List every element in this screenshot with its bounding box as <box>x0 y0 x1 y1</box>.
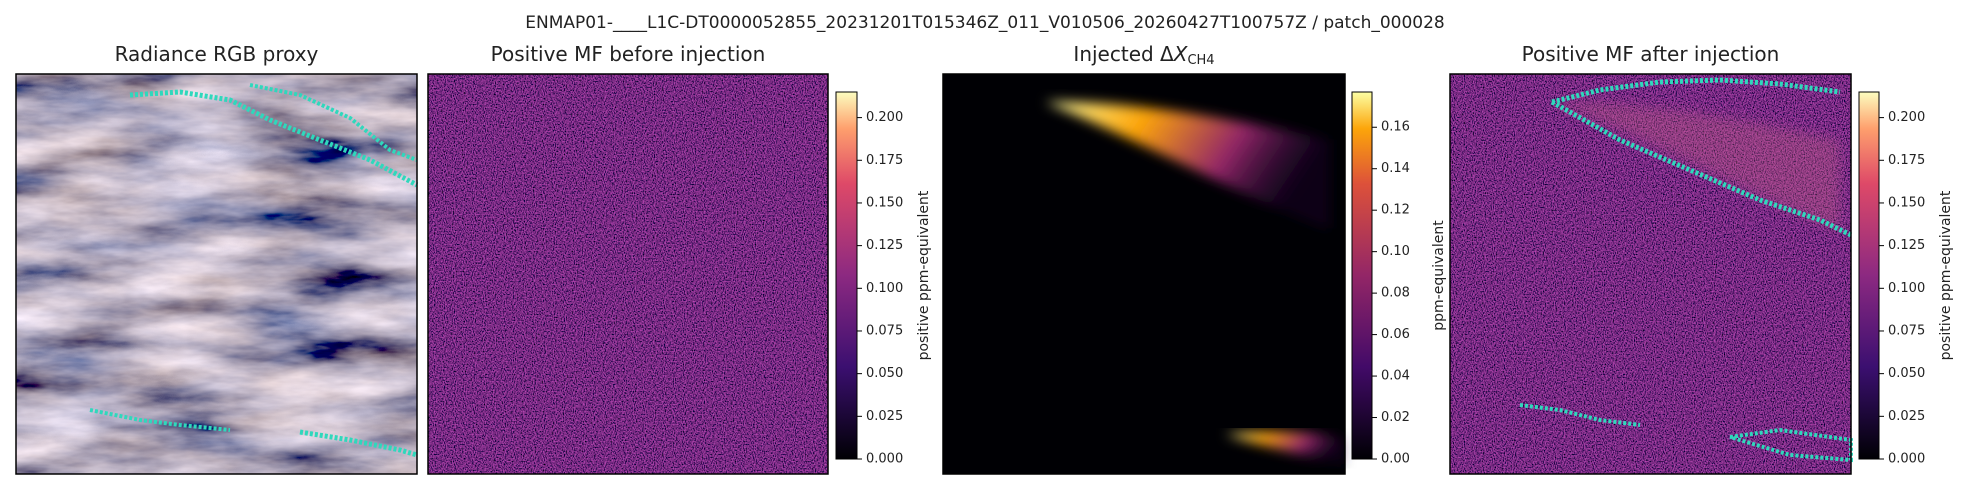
colorbar-tick-label: 0.06 <box>1381 327 1410 342</box>
panel-title-text: Injected Δ <box>1073 42 1174 66</box>
colorbar-tick-label: 0.10 <box>1381 244 1410 259</box>
colorbar-tick-label: 0.200 <box>1888 110 1925 125</box>
colorbar-tick-label: 0.150 <box>1888 195 1925 210</box>
colorbar-tick-label: 0.02 <box>1381 410 1410 425</box>
colorbar-tick-label: 0.025 <box>866 409 903 424</box>
panel-title-subscript: CH4 <box>1187 53 1214 68</box>
panel-title-text: Radiance RGB proxy <box>115 42 319 66</box>
colorbar-label: positive ppm-equivalent <box>1938 190 1954 360</box>
colorbar-tick-label: 0.175 <box>866 153 903 168</box>
colorbar-tick-label: 0.000 <box>866 452 903 467</box>
colorbar-tick-label: 0.050 <box>866 366 903 381</box>
injected-image <box>942 73 1346 475</box>
colorbar-tick-label: 0.16 <box>1381 120 1410 135</box>
colorbar-tick-label: 0.04 <box>1381 369 1410 384</box>
colorbar-tick-label: 0.125 <box>1888 238 1925 253</box>
panel-title-symbol: X <box>1173 42 1189 66</box>
colorbar-tick-label: 0.075 <box>1888 323 1925 338</box>
colorbar-tick-label: 0.14 <box>1381 161 1410 176</box>
colorbar-label: ppm-equivalent <box>1431 220 1447 331</box>
mf-before-image <box>427 73 829 475</box>
panel-title: Radiance RGB proxy <box>115 42 319 66</box>
colorbar-tick-label: 0.050 <box>1888 366 1925 381</box>
colorbar-tick-label: 0.125 <box>866 238 903 253</box>
rgb-image <box>15 73 419 475</box>
colorbar-tick-label: 0.08 <box>1381 286 1410 301</box>
colorbar-tick-label: 0.025 <box>1888 409 1925 424</box>
figure-title: ENMAP01-____L1C-DT0000052855_20231201T01… <box>525 13 1445 33</box>
panel-title-text: Positive MF after injection <box>1522 42 1780 66</box>
panel-title: Positive MF before injection <box>491 42 766 66</box>
colorbar-tick-label: 0.12 <box>1381 203 1410 218</box>
panel-title: Positive MF after injection <box>1522 42 1780 66</box>
colorbar-tick-label: 0.150 <box>866 195 903 210</box>
colorbar-tick-label: 0.200 <box>866 110 903 125</box>
colorbar-tick-label: 0.100 <box>1888 281 1925 296</box>
colorbar-tick-label: 0.00 <box>1381 452 1410 467</box>
colorbar <box>835 91 858 460</box>
mf-after-image <box>1449 73 1853 475</box>
colorbar-tick-label: 0.100 <box>866 281 903 296</box>
colorbar-tick-label: 0.075 <box>866 323 903 338</box>
colorbar-tick-label: 0.175 <box>1888 153 1925 168</box>
panel-title: Injected ΔXCH4 <box>1073 42 1214 68</box>
colorbar <box>1858 91 1880 460</box>
colorbar <box>1351 91 1373 460</box>
panel-title-text: Positive MF before injection <box>491 42 766 66</box>
colorbar-tick-label: 0.000 <box>1888 452 1925 467</box>
colorbar-label: positive ppm-equivalent <box>916 190 932 360</box>
